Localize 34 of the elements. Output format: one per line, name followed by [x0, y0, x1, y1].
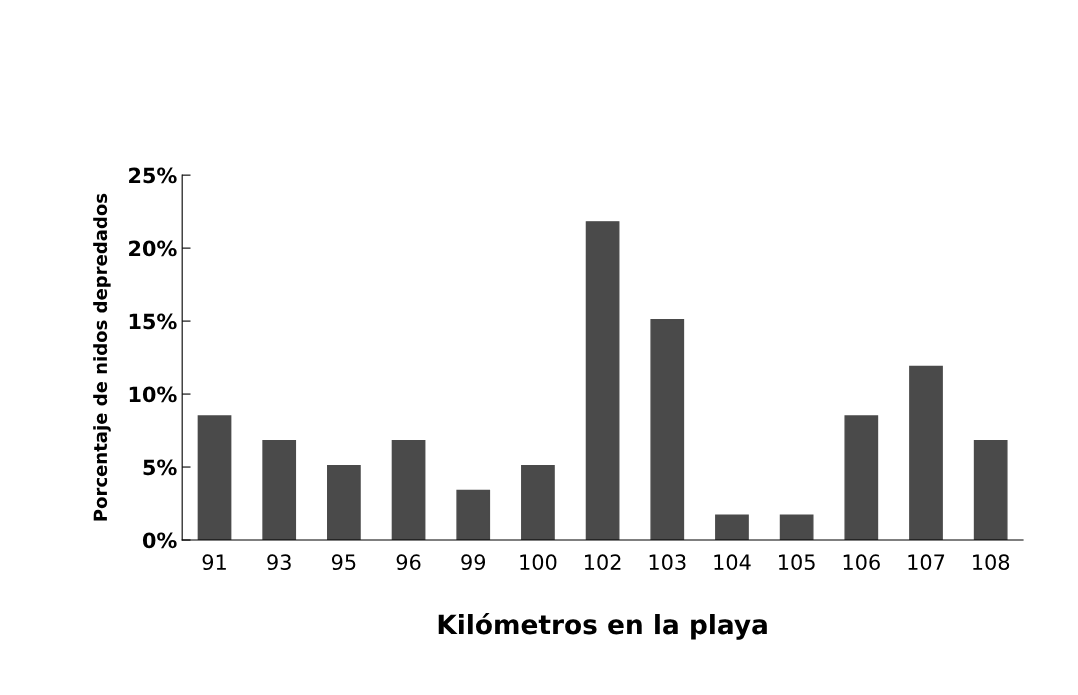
y-tick-label: 5% [143, 459, 177, 476]
bar [197, 415, 232, 541]
x-tick-label: 93 [267, 554, 291, 571]
bar [909, 365, 943, 541]
bar [521, 464, 555, 541]
x-tick-label: 91 [202, 554, 226, 571]
x-tick-label: 96 [396, 554, 421, 571]
x-tick-label: 104 [714, 554, 751, 571]
y-tick-label: 0% [142, 532, 177, 549]
y-tick-label: 25% [129, 167, 177, 184]
bar [262, 440, 297, 541]
x-tick-label: 106 [843, 554, 880, 571]
bar [779, 514, 814, 541]
bar [456, 489, 491, 541]
x-tick-label: 102 [585, 554, 621, 571]
x-tick-label: 100 [520, 554, 557, 571]
bar [844, 415, 879, 541]
bar [391, 440, 426, 541]
y-tick-label: 20% [129, 240, 177, 257]
x-tick-label: 108 [973, 554, 1010, 571]
bar [327, 464, 361, 541]
bar [715, 514, 749, 541]
x-tick-label: 103 [649, 554, 686, 571]
y-tick-label: 15% [129, 313, 177, 330]
bar [585, 221, 620, 541]
y-tick-label: 10% [129, 386, 177, 403]
bar [650, 318, 685, 541]
bar [973, 440, 1008, 541]
x-tick-label: 99 [461, 554, 486, 571]
x-tick-label: 107 [908, 554, 945, 571]
y-axis-title: Porcentaje de nidos depredados [93, 193, 111, 521]
x-tick-label: 95 [331, 554, 356, 571]
x-tick-label: 105 [779, 554, 815, 571]
x-axis-title: Kilómetros en la playa [438, 612, 767, 640]
